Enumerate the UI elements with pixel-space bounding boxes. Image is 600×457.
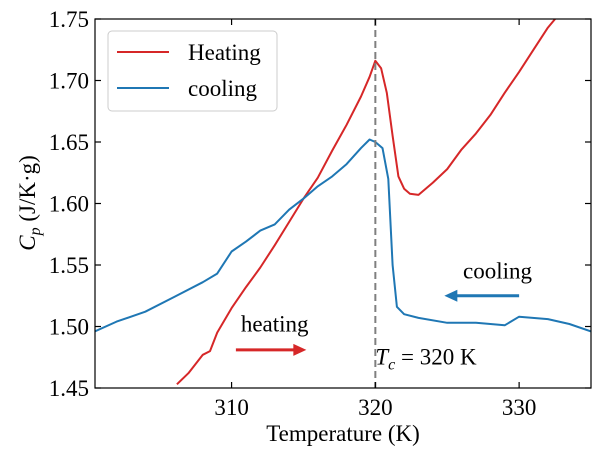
- tc-value: = 320 K: [395, 345, 477, 370]
- tc-annotation: Tc = 320 K: [375, 345, 477, 374]
- series-line-heating: [176, 19, 556, 386]
- x-tick-label: 310: [214, 395, 249, 420]
- y-axis-label: Cp (J/K·g): [15, 155, 44, 251]
- series-layer: [95, 19, 591, 386]
- legend-label-cooling: cooling: [188, 76, 257, 101]
- series-line-cooling: [95, 138, 591, 333]
- y-tick-label: 1.55: [49, 253, 89, 278]
- y-axis-label-subscript: p: [27, 227, 44, 236]
- tc-subscript: c: [388, 357, 395, 374]
- y-tick-label: 1.60: [49, 192, 89, 217]
- cooling-arrow-head: [444, 289, 458, 302]
- heating-annotation: heating: [241, 311, 309, 336]
- heating-arrow-head: [293, 343, 307, 356]
- x-axis-label: Temperature (K): [266, 421, 420, 446]
- cooling-annotation: cooling: [463, 259, 532, 284]
- y-tick-label: 1.45: [49, 376, 89, 401]
- legend-label-heating: Heating: [188, 40, 261, 65]
- x-tick-label: 320: [358, 395, 393, 420]
- y-axis-ticks: 1.45 1.50 1.55 1.60 1.65 1.70 1.75: [49, 7, 591, 401]
- x-tick-label: 330: [502, 395, 537, 420]
- y-axis-label-unit: (J/K·g): [15, 155, 40, 227]
- arrow-layer: [235, 289, 520, 356]
- y-tick-label: 1.75: [49, 7, 89, 32]
- x-axis-ticks: 310 320 330: [214, 19, 536, 420]
- y-tick-label: 1.70: [49, 69, 89, 94]
- y-tick-label: 1.50: [49, 315, 89, 340]
- y-tick-label: 1.65: [49, 130, 89, 155]
- y-axis-label-symbol: C: [15, 235, 40, 251]
- legend: Heating cooling: [107, 30, 278, 112]
- tc-symbol: T: [375, 345, 390, 370]
